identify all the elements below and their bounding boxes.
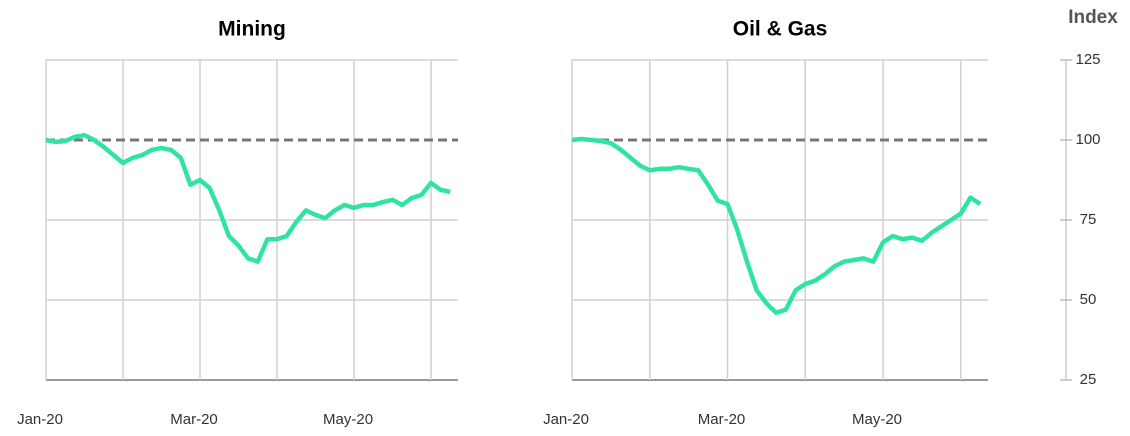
series-line	[45, 132, 451, 264]
x-tick-label: Mar-20	[698, 411, 746, 428]
chart-title: Mining	[218, 18, 286, 41]
y-axis-title: Index	[1068, 7, 1118, 28]
chart-title: Oil & Gas	[733, 18, 828, 41]
y-tick-label: 125	[1075, 51, 1100, 68]
y-tick-label: 75	[1080, 211, 1097, 228]
x-tick-label: May-20	[852, 411, 902, 428]
x-tick-label: Mar-20	[170, 411, 218, 428]
x-tick-label: Jan-20	[543, 411, 589, 428]
y-tick-label: 25	[1080, 371, 1097, 388]
x-tick-label: Jan-20	[17, 411, 63, 428]
y-tick-label: 100	[1075, 131, 1100, 148]
x-tick-label: May-20	[323, 411, 373, 428]
y-tick-label: 50	[1080, 291, 1097, 308]
series-line	[571, 136, 982, 316]
